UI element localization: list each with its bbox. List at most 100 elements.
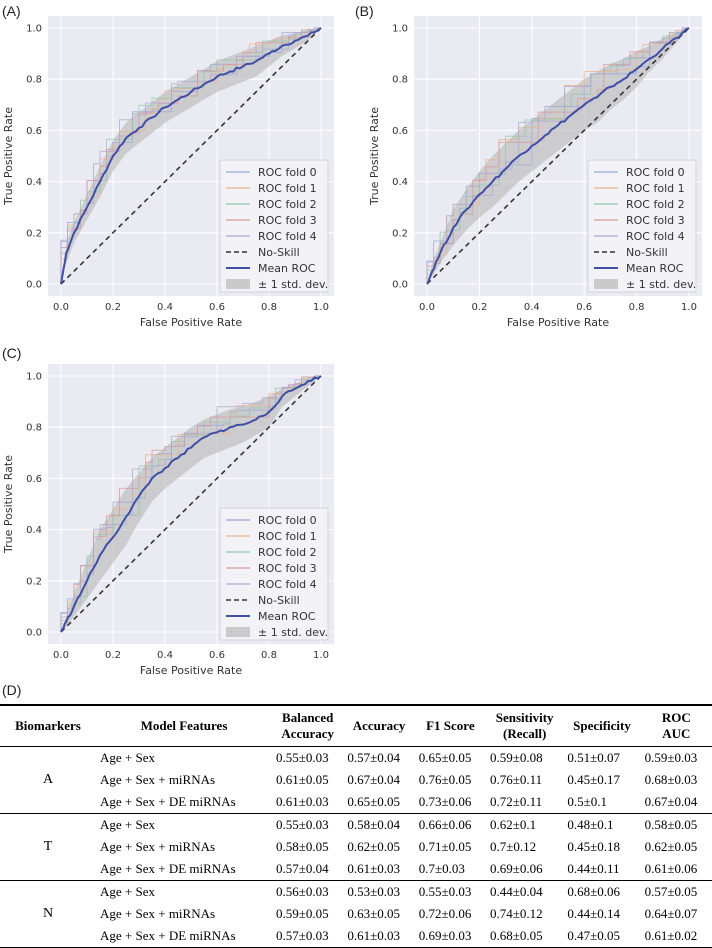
table-cell: 0.62±0.05 [644, 839, 698, 854]
x-tick-label: 0.4 [157, 302, 173, 313]
table-cell: 0.47±0.05 [567, 928, 620, 943]
legend-box [219, 159, 329, 293]
table-row: Age + Sex + miRNAs 0.58±0.05 0.62±0.05 0.71… [0, 836, 712, 858]
x-tick-label: 0.2 [105, 302, 121, 313]
table-cell: 0.61±0.03 [276, 794, 329, 809]
x-tick-label: 0.4 [524, 302, 540, 313]
table-cell: 0.68±0.06 [567, 884, 620, 899]
legend-label-6: Mean ROC [258, 262, 316, 275]
table-cell: 0.57±0.03 [276, 928, 329, 943]
y-tick-label: 1.0 [26, 372, 42, 383]
table-cell: 0.55±0.03 [276, 817, 329, 832]
y-tick-label: 0.6 [392, 126, 408, 137]
table-cell: 0.5±0.1 [567, 794, 607, 809]
table-cell: 0.61±0.05 [276, 772, 329, 787]
column-header: ROC AUC [641, 705, 712, 747]
table-cell: 0.61±0.06 [644, 861, 698, 876]
column-header: F1 Score [415, 705, 486, 747]
x-tick-label: 0.0 [53, 302, 69, 313]
table-cell: 0.69±0.06 [490, 861, 543, 876]
mean-roc-line [426, 27, 690, 285]
metrics-table: Biomarkers Model Features Balanced Accuracy… [0, 704, 712, 948]
table-cell: 0.59±0.03 [644, 750, 698, 765]
column-header-text: Model Features [140, 718, 228, 733]
table-cell: 0.57±0.04 [276, 861, 329, 876]
table-cell: 0.76±0.11 [490, 772, 543, 787]
table-cell: 0.55±0.03 [276, 750, 329, 765]
table-cell: 0.44±0.11 [567, 861, 620, 876]
table-cell: 0.68±0.05 [490, 928, 543, 943]
y-tick-label: 0.0 [392, 280, 408, 291]
table-cell: 0.73±0.06 [418, 794, 472, 809]
table-cell: 0.62±0.05 [347, 839, 400, 854]
table-cell: Age + Sex [100, 750, 155, 765]
y-tick-label: 0.2 [26, 576, 42, 587]
y-tick-label: 0.8 [26, 75, 42, 86]
table-cell: 0.58±0.05 [276, 839, 329, 854]
x-tick-label: 0.6 [209, 650, 225, 661]
table-cell: 0.61±0.03 [347, 861, 400, 876]
y-axis-label: True Positive Rate [2, 455, 15, 554]
column-header: Accuracy [343, 705, 414, 747]
legend-label-4: ROC fold 4 [258, 230, 317, 243]
legend-label-7: ± 1 std. dev. [626, 278, 696, 291]
column-header-text: Balanced [282, 710, 334, 725]
table-row: N Age + Sex 0.56±0.03 0.53±0.03 0.55±0.03 0.4… [0, 881, 712, 921]
table-cell: 0.45±0.18 [567, 839, 620, 854]
table-cell: 0.65±0.05 [347, 794, 400, 809]
y-tick-label: 0.0 [26, 280, 42, 291]
panel-label-d: (D) [2, 682, 22, 698]
table-cell: 0.71±0.05 [418, 839, 472, 854]
x-tick-label: 1.0 [313, 302, 329, 313]
column-header-text: Sensitivity [495, 710, 554, 725]
table-cell: 0.59±0.08 [490, 750, 543, 765]
table-cell: Age + Sex + DE miRNAs [100, 794, 236, 809]
y-tick-label: 0.4 [392, 177, 408, 188]
x-tick-label: 0.8 [629, 302, 645, 313]
column-header-text: Accuracy [352, 718, 406, 733]
x-tick-label: 0.0 [419, 302, 435, 313]
table-cell: Age + Sex + miRNAs [100, 772, 216, 787]
table-cell: 0.58±0.05 [644, 817, 698, 832]
table-cell: 0.66±0.06 [418, 817, 472, 832]
y-tick-label: 0.8 [392, 75, 408, 86]
legend-label-3: ROC fold 3 [258, 562, 317, 575]
table-cell: Age + Sex [100, 884, 155, 899]
x-tick-label: 0.8 [261, 302, 277, 313]
table-cell: 0.72±0.06 [418, 906, 472, 921]
table-cell: 0.56±0.03 [276, 884, 329, 899]
y-axis-label: True Positive Rate [368, 107, 381, 206]
table-cell: 0.58±0.04 [347, 817, 400, 832]
legend-swatch-std [226, 279, 250, 289]
table-cell: Age + Sex + miRNAs [100, 906, 216, 921]
roc-chart-c: 0.0 0.2 0.4 0.6 0.8 1.0 0.0 0.2 0.4 0.6 0.8 1.0 Fals… [2, 364, 334, 677]
no-skill-line [60, 375, 322, 633]
panel-label-a: (A) [2, 3, 21, 19]
legend-label-7: ± 1 std. dev. [258, 278, 328, 291]
legend-label-3: ROC fold 3 [258, 214, 317, 227]
column-header: Biomarkers [0, 705, 96, 747]
legend-label-0: ROC fold 0 [258, 166, 317, 179]
legend-label-1: ROC fold 1 [258, 530, 317, 543]
table-cell: 0.61±0.02 [644, 928, 698, 943]
no-skill-line [426, 27, 690, 285]
legend-label-6: Mean ROC [258, 610, 316, 623]
legend-box [219, 507, 329, 641]
table-cell: Age + Sex [100, 817, 155, 832]
x-tick-label: 1.0 [681, 302, 697, 313]
biomarker-cell: N [42, 906, 54, 921]
table-cell: 0.68±0.03 [644, 772, 698, 787]
y-axis-label: True Positive Rate [2, 107, 15, 206]
table-cell: 0.65±0.05 [418, 750, 472, 765]
table-row: Age + Sex + miRNAs 0.59±0.05 0.63±0.05 0.72… [0, 903, 712, 925]
table-cell: 0.64±0.07 [644, 906, 698, 921]
table-cell: Age + Sex + DE miRNAs [100, 861, 236, 876]
y-tick-label: 0.4 [26, 525, 42, 536]
legend-label-7: ± 1 std. dev. [258, 626, 328, 639]
no-skill-line [60, 27, 322, 285]
biomarker-cell: A [42, 772, 54, 787]
table-cell: 0.61±0.03 [347, 928, 400, 943]
roc-chart-a: 0.0 0.2 0.4 0.6 0.8 1.0 0.0 0.2 0.4 0.6 0.8 1.0 Fals… [2, 16, 334, 329]
table-row: Age + Sex + DE miRNAs 0.61±0.03 0.65±0.05 0… [0, 791, 712, 814]
table-cell: 0.67±0.04 [644, 794, 698, 809]
